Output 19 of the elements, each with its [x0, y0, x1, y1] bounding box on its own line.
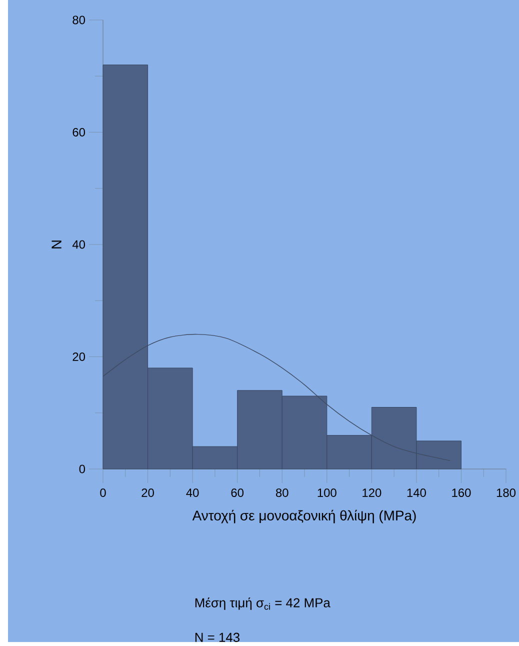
x-tick-label: 180 — [496, 488, 516, 497]
y-tick-label: 60 — [72, 128, 85, 136]
x-tick-label: 140 — [407, 488, 426, 497]
x-tick-label: 60 — [231, 488, 244, 497]
y-tick-label: 0 — [79, 464, 85, 474]
x-tick-label: 0 — [100, 488, 106, 497]
text: Μέση τιμή σ$_{ci}$ = 42 MPa — [195, 597, 330, 610]
y-tick-label: 40 — [72, 240, 85, 249]
x-tick-label: 100 — [318, 488, 336, 497]
y-tick-label: 20 — [72, 352, 85, 361]
x-tick-label: 40 — [186, 488, 199, 497]
y-tick-label: 80 — [72, 16, 85, 24]
x-tick-label: 80 — [276, 488, 288, 497]
x-tick-label: 120 — [362, 488, 382, 497]
text: N = 143 — [195, 632, 240, 642]
y-axis-title: N — [52, 240, 62, 248]
x-tick-label: 160 — [452, 488, 471, 497]
x-axis-title: Αντοχή σε μονοαξονική θλίψη (MPa) — [192, 510, 416, 524]
x-tick-label: 20 — [142, 488, 154, 497]
